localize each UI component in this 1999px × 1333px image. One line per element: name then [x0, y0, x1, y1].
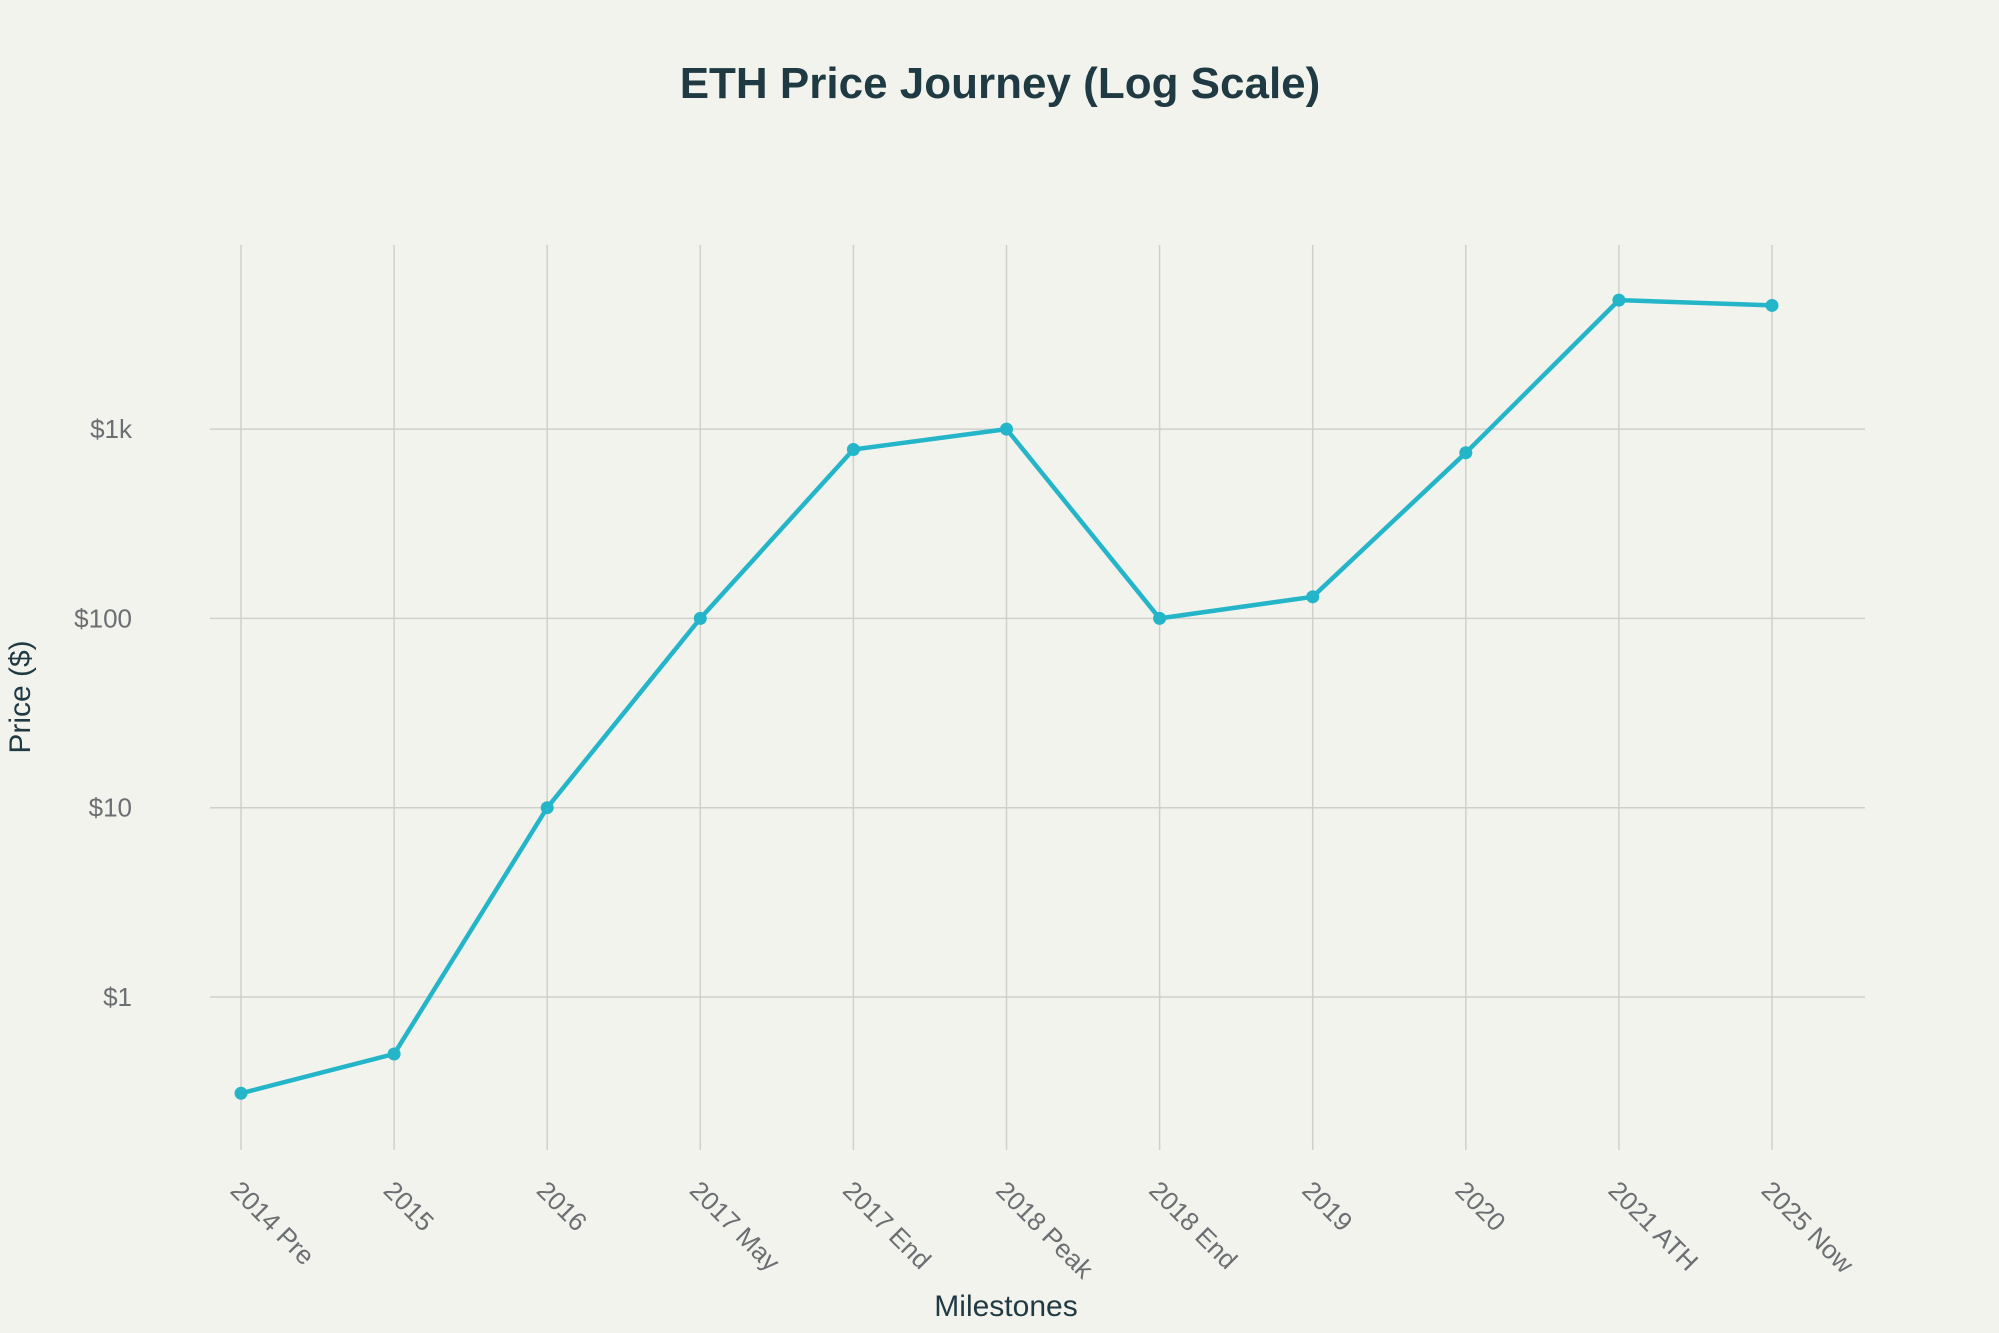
data-point [846, 443, 860, 457]
x-tick-label: 2025 Now [1756, 1175, 1860, 1279]
data-point [1153, 611, 1167, 625]
y-gridlines [210, 428, 1865, 998]
y-tick-label: $1k [90, 414, 133, 444]
data-point [1459, 446, 1473, 460]
data-point [540, 801, 554, 815]
x-tick-labels: 2014 Pre 2015 2016 2017 May 2017 End 2018 Pea… [225, 1175, 1860, 1285]
x-tick-label: 2018 Peak [990, 1175, 1100, 1285]
x-gridlines [240, 245, 1773, 1150]
chart-title: ETH Price Journey (Log Scale) [680, 59, 1321, 108]
x-tick-label: 2018 End [1143, 1175, 1243, 1275]
y-tick-labels: $1 $10 $100 $1k [74, 414, 133, 1012]
x-tick-label: 2015 [378, 1175, 440, 1237]
x-tick-label: 2021 ATH [1603, 1175, 1705, 1277]
x-tick-label: 2016 [531, 1175, 593, 1237]
y-axis-title: Price ($) [4, 640, 37, 753]
data-point [234, 1086, 248, 1100]
y-tick-label: $100 [74, 603, 132, 633]
data-point [1306, 590, 1320, 604]
data-point [1000, 422, 1013, 436]
x-axis-title: Milestones [934, 1290, 1077, 1323]
data-point [1765, 298, 1779, 312]
x-tick-label: 2017 End [837, 1175, 937, 1275]
x-tick-label: 2014 Pre [225, 1175, 321, 1271]
x-tick-label: 2019 [1296, 1175, 1358, 1237]
data-point [693, 611, 707, 625]
series-layer [234, 293, 1779, 1100]
x-tick-label: 2017 May [684, 1175, 786, 1277]
data-point [387, 1047, 401, 1061]
y-tick-label: $10 [89, 793, 132, 823]
data-point [1612, 293, 1626, 307]
y-tick-label: $1 [103, 982, 132, 1012]
x-tick-label: 2020 [1450, 1175, 1512, 1237]
